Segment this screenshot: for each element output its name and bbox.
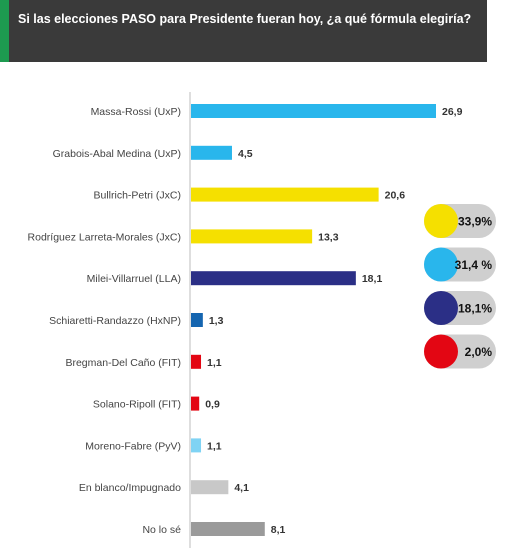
category-label: Bullrich-Petri (JxC) (93, 190, 181, 202)
pill-color-dot (424, 247, 458, 282)
totals-group: 33,9% 31,4 % 18,1% 2,0% (424, 204, 496, 369)
bars-group: Massa-Rossi (UxP) 26,9 Grabois-Abal Medina… (28, 104, 463, 536)
category-label: Bregman-Del Caño (FIT) (65, 357, 181, 369)
category-label: Grabois-Abal Medina (UxP) (53, 148, 181, 160)
chart-header: Si las elecciones PASO para Presidente f… (0, 0, 487, 62)
value-label: 1,1 (207, 357, 222, 369)
value-label: 4,1 (234, 482, 249, 494)
header-accent-bar (0, 0, 9, 62)
total-pill: 2,0% (424, 334, 496, 369)
bar (191, 480, 229, 495)
total-pill: 33,9% (424, 204, 496, 238)
category-label: Solano-Ripoll (FIT) (93, 399, 181, 411)
value-label: 26,9 (442, 106, 463, 118)
total-pill: 31,4 % (424, 247, 496, 282)
value-label: 18,1 (362, 273, 383, 285)
category-label: Moreno-Fabre (PyV) (85, 440, 181, 452)
value-label: 1,1 (207, 440, 222, 452)
total-label: 33,9% (458, 215, 492, 229)
category-label: Schiaretti-Randazzo (HxNP) (49, 315, 181, 327)
bar (191, 522, 265, 536)
chart-title: Si las elecciones PASO para Presidente f… (18, 12, 472, 26)
total-label: 2,0% (465, 345, 493, 359)
value-label: 1,3 (209, 315, 224, 327)
category-label: Massa-Rossi (UxP) (91, 106, 181, 118)
total-pill: 18,1% (424, 291, 496, 325)
pill-color-dot (424, 334, 458, 369)
category-label: Milei-Villarruel (LLA) (87, 273, 181, 285)
value-label: 13,3 (318, 231, 339, 243)
value-label: 8,1 (271, 524, 286, 536)
value-label: 4,5 (238, 148, 253, 160)
bar (191, 187, 379, 202)
value-label: 20,6 (385, 190, 406, 202)
bar (191, 104, 436, 118)
category-label: Rodríguez Larreta-Morales (JxC) (28, 231, 181, 243)
bar (191, 354, 202, 369)
pill-color-dot (424, 204, 458, 238)
bar (191, 271, 356, 286)
category-label: No lo sé (142, 524, 181, 536)
bar (191, 313, 203, 327)
value-label: 0,9 (205, 399, 220, 411)
total-label: 18,1% (458, 302, 492, 316)
bar (191, 145, 232, 160)
bar (191, 396, 200, 411)
total-label: 31,4 % (455, 258, 493, 272)
pill-color-dot (424, 291, 458, 325)
bar (191, 229, 313, 244)
category-label: En blanco/Impugnado (79, 482, 181, 494)
bar (191, 438, 202, 453)
